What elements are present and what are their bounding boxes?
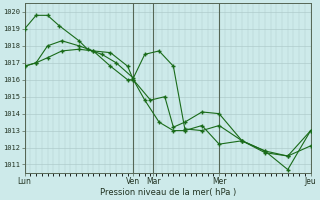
X-axis label: Pression niveau de la mer( hPa ): Pression niveau de la mer( hPa ) <box>100 188 236 197</box>
